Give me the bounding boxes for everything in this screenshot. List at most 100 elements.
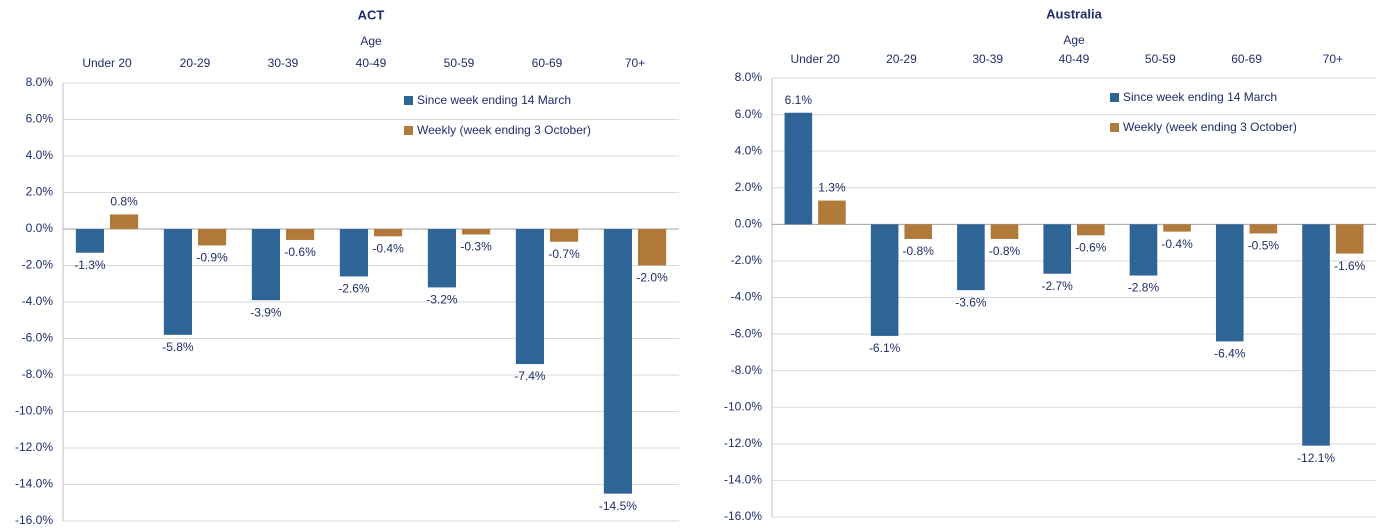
bar bbox=[818, 200, 846, 225]
data-label: -0.4% bbox=[1161, 237, 1193, 251]
data-label: -0.6% bbox=[284, 245, 316, 259]
bar bbox=[75, 229, 104, 253]
x-tick-label: 50-59 bbox=[1145, 52, 1176, 66]
y-tick-label: -16.0% bbox=[15, 513, 53, 527]
bar bbox=[1163, 224, 1191, 232]
chart-title: ACT bbox=[358, 7, 385, 22]
x-tick-label: 30-39 bbox=[972, 52, 1003, 66]
data-label: -3.2% bbox=[426, 293, 458, 307]
bar bbox=[462, 229, 491, 235]
bar bbox=[870, 224, 899, 336]
data-label: -6.1% bbox=[869, 341, 901, 355]
bar bbox=[1043, 224, 1071, 274]
data-label: -0.7% bbox=[548, 247, 580, 261]
y-tick-label: 2.0% bbox=[26, 185, 54, 199]
chart-title: Australia bbox=[1046, 6, 1102, 21]
data-label: -0.6% bbox=[1075, 240, 1107, 254]
y-tick-label: -12.0% bbox=[15, 440, 53, 454]
data-label: -0.8% bbox=[903, 244, 935, 258]
bar bbox=[163, 229, 192, 335]
bar bbox=[1335, 224, 1364, 254]
bar bbox=[286, 229, 315, 240]
x-tick-label: 20-29 bbox=[886, 52, 917, 66]
y-tick-label: 0.0% bbox=[735, 217, 763, 231]
y-tick-label: -4.0% bbox=[22, 294, 54, 308]
bar bbox=[904, 224, 933, 239]
bar bbox=[603, 229, 632, 494]
x-tick-label: 40-49 bbox=[356, 56, 387, 70]
bar bbox=[339, 229, 368, 277]
data-label: -1.3% bbox=[74, 258, 106, 272]
bar bbox=[110, 214, 139, 229]
x-tick-label: 70+ bbox=[625, 56, 645, 70]
y-tick-label: 6.0% bbox=[26, 112, 54, 126]
y-tick-label: -4.0% bbox=[731, 290, 763, 304]
y-tick-label: 8.0% bbox=[26, 75, 54, 89]
legend-label: Since week ending 14 March bbox=[417, 93, 571, 107]
data-label: -14.5% bbox=[599, 499, 637, 513]
data-label: -0.3% bbox=[460, 240, 492, 254]
data-label: -3.6% bbox=[955, 295, 987, 309]
x-tick-label: 20-29 bbox=[180, 56, 211, 70]
data-label: -3.9% bbox=[250, 305, 282, 319]
data-label: -0.4% bbox=[372, 241, 404, 255]
x-tick-label: 40-49 bbox=[1059, 52, 1090, 66]
data-label: 1.3% bbox=[818, 181, 846, 195]
bar bbox=[550, 229, 579, 242]
y-tick-label: -16.0% bbox=[724, 509, 762, 523]
bar bbox=[1302, 224, 1330, 446]
bar bbox=[427, 229, 456, 288]
bar bbox=[198, 229, 227, 246]
y-tick-label: 2.0% bbox=[735, 180, 763, 194]
legend-swatch bbox=[404, 126, 413, 135]
legend-swatch bbox=[404, 96, 413, 105]
data-label: -2.7% bbox=[1042, 279, 1074, 293]
x-tick-label: 60-69 bbox=[532, 56, 563, 70]
y-tick-label: -10.0% bbox=[724, 399, 762, 413]
y-tick-label: -8.0% bbox=[22, 367, 54, 381]
y-tick-label: 4.0% bbox=[735, 143, 763, 157]
legend-swatch bbox=[1110, 123, 1119, 132]
legend-swatch bbox=[1110, 93, 1119, 102]
bar bbox=[374, 229, 403, 237]
bar bbox=[784, 112, 813, 225]
legend-label: Since week ending 14 March bbox=[1123, 90, 1277, 104]
y-tick-label: 6.0% bbox=[735, 107, 763, 121]
data-label: -0.8% bbox=[989, 244, 1021, 258]
x-tick-label: 70+ bbox=[1323, 52, 1343, 66]
data-label: 6.1% bbox=[785, 93, 813, 107]
x-tick-label: 50-59 bbox=[444, 56, 475, 70]
y-tick-label: -12.0% bbox=[724, 436, 762, 450]
legend-label: Weekly (week ending 3 October) bbox=[1123, 120, 1297, 134]
y-tick-label: -6.0% bbox=[731, 326, 763, 340]
y-tick-label: 4.0% bbox=[26, 148, 54, 162]
data-label: -2.8% bbox=[1128, 281, 1160, 295]
x-tick-label: 30-39 bbox=[268, 56, 299, 70]
data-label: -6.4% bbox=[1214, 347, 1246, 361]
y-tick-label: -2.0% bbox=[22, 258, 54, 272]
data-label: -2.6% bbox=[338, 282, 370, 296]
x-tick-label: 60-69 bbox=[1231, 52, 1262, 66]
bar bbox=[1129, 224, 1158, 276]
y-tick-label: -8.0% bbox=[731, 363, 763, 377]
data-label: -7.4% bbox=[514, 369, 546, 383]
data-label: -2.0% bbox=[636, 271, 668, 285]
bar bbox=[251, 229, 280, 301]
data-label: -5.8% bbox=[162, 340, 194, 354]
bar bbox=[638, 229, 667, 266]
y-tick-label: -14.0% bbox=[15, 477, 53, 491]
x-tick-label: Under 20 bbox=[82, 56, 132, 70]
data-label: -12.1% bbox=[1297, 451, 1335, 465]
y-tick-label: 8.0% bbox=[735, 70, 763, 84]
legend-label: Weekly (week ending 3 October) bbox=[417, 123, 591, 137]
data-label: 0.8% bbox=[110, 195, 138, 209]
data-label: -0.9% bbox=[196, 251, 228, 265]
data-label: -1.6% bbox=[1334, 259, 1366, 273]
y-tick-label: -14.0% bbox=[724, 473, 762, 487]
bar bbox=[1249, 224, 1278, 234]
x-axis-label: Age bbox=[360, 34, 382, 48]
bar bbox=[515, 229, 544, 365]
bar bbox=[957, 224, 985, 291]
y-tick-label: -6.0% bbox=[22, 331, 54, 345]
